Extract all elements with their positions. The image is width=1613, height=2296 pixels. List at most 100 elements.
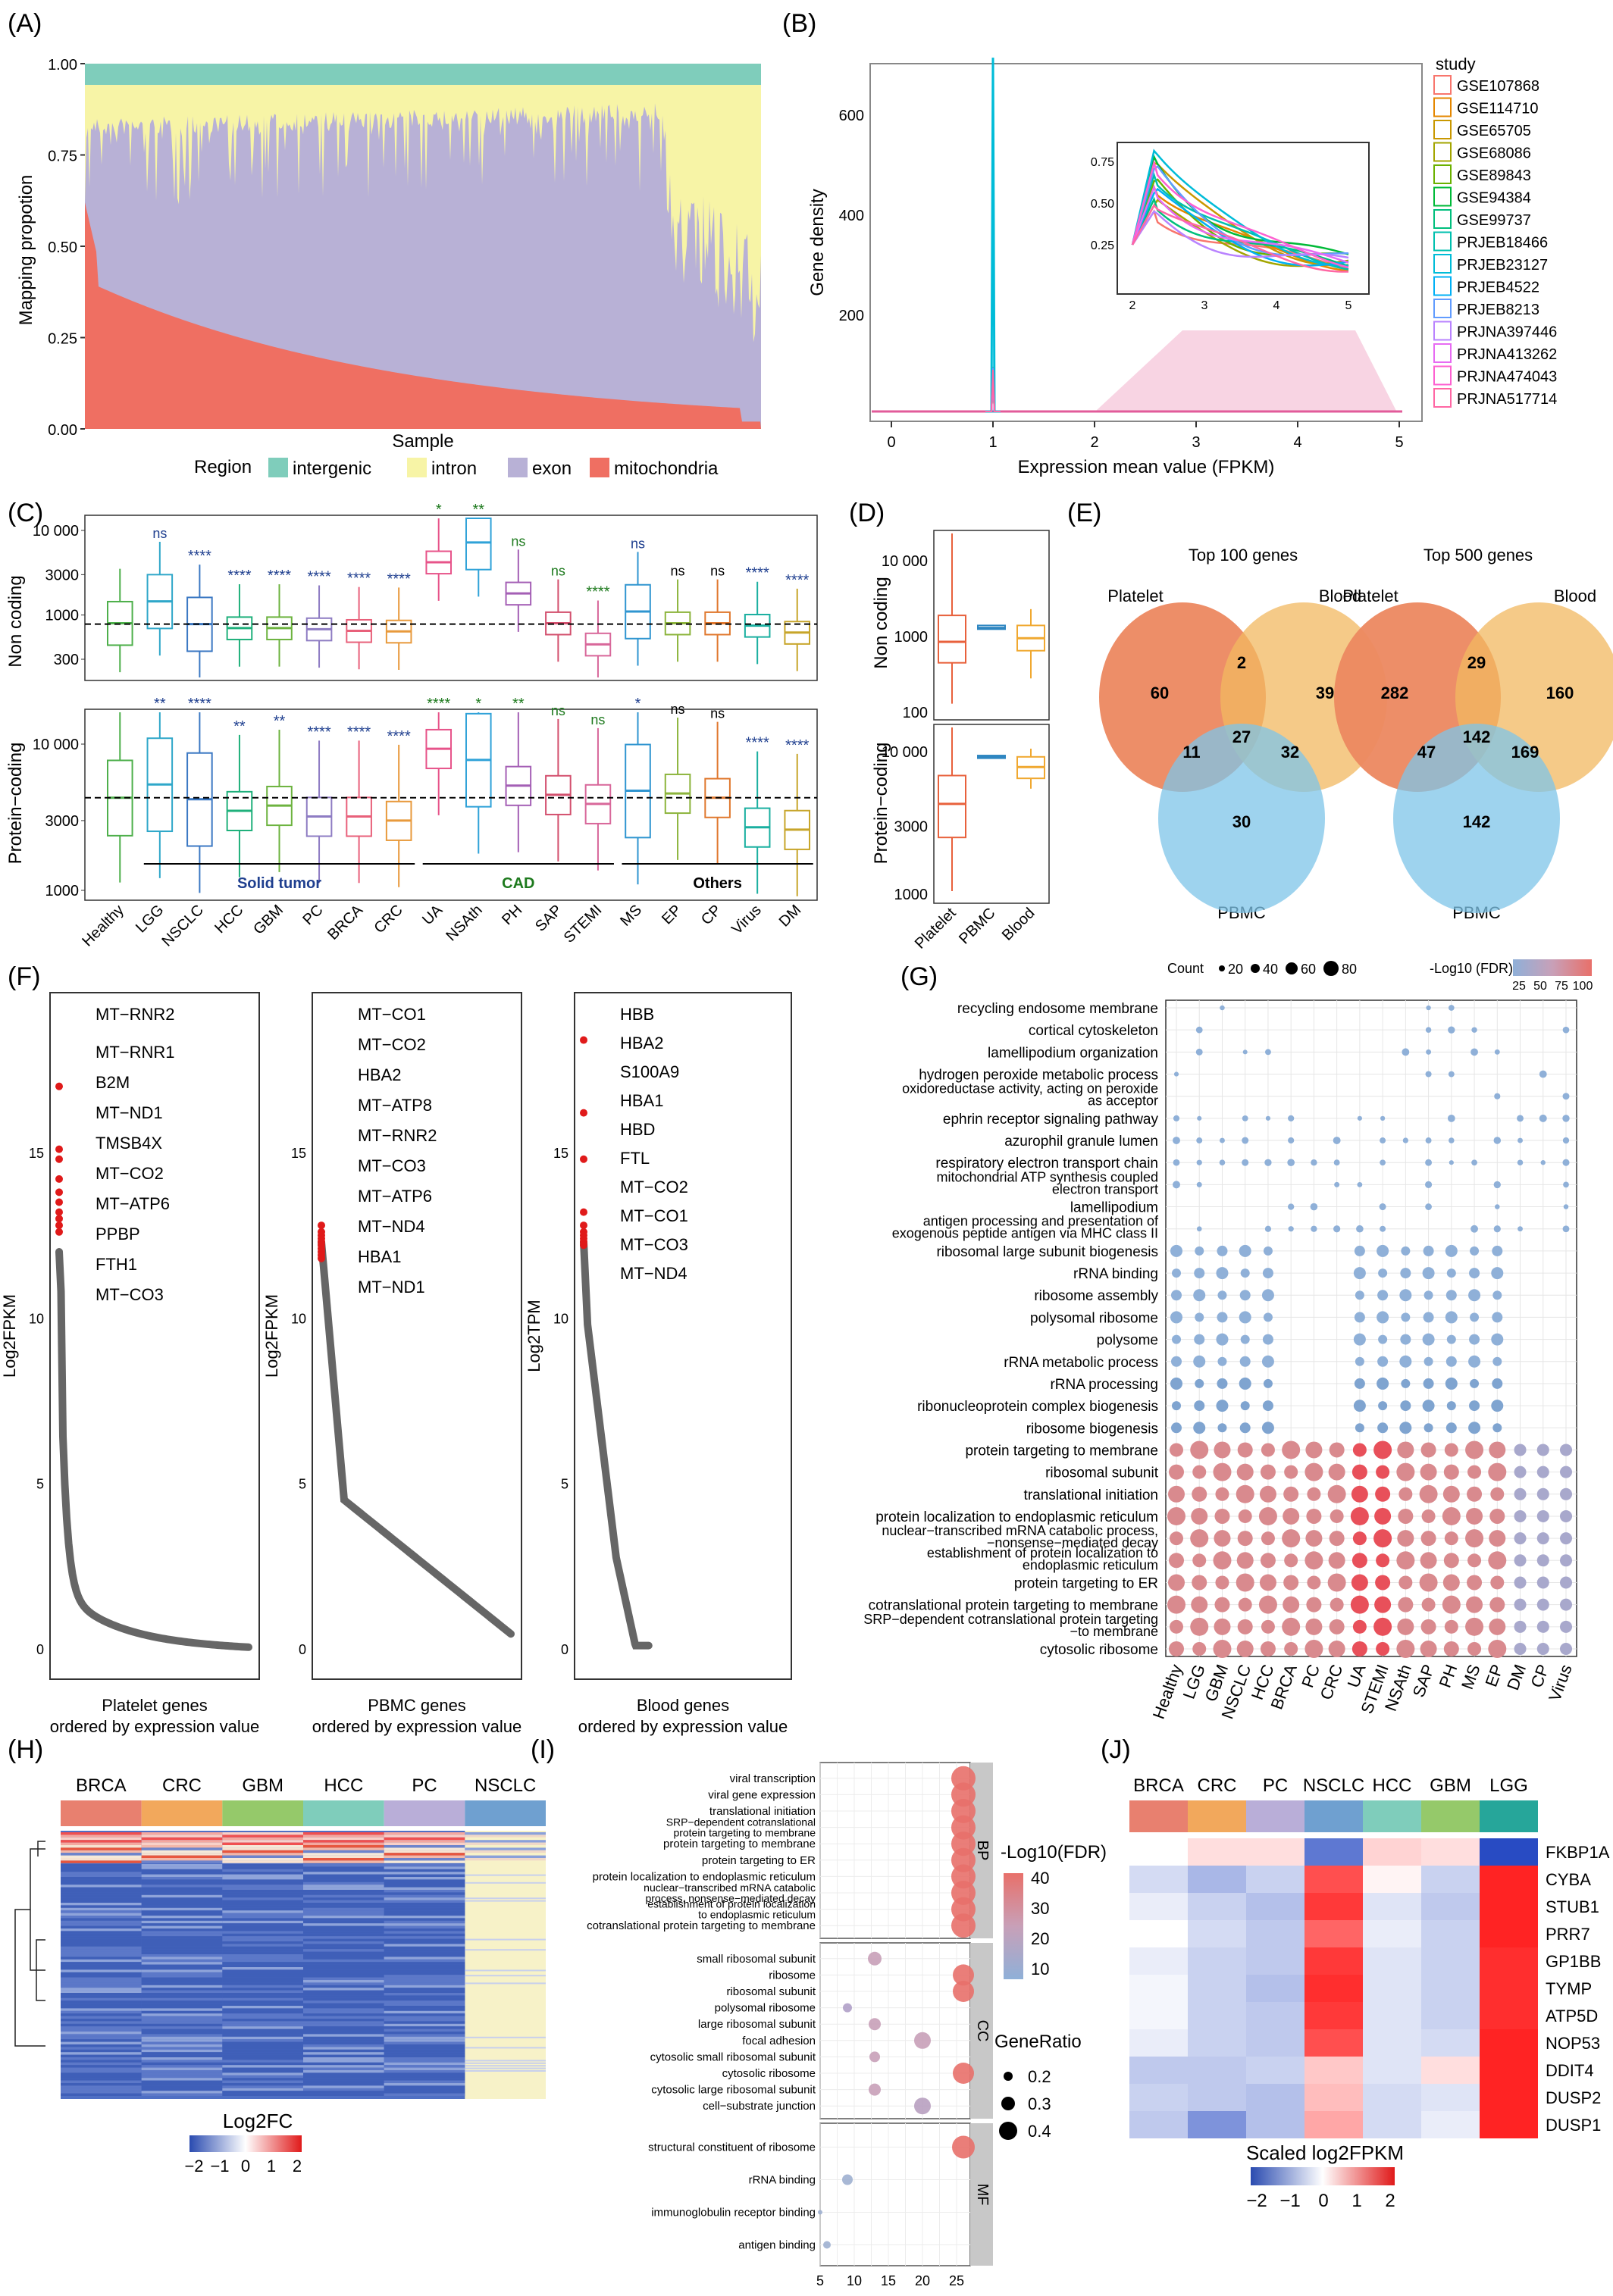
- i-dot: [953, 2063, 974, 2084]
- h-heatmap-row: [141, 1957, 223, 1960]
- g-dot: [1169, 1641, 1184, 1656]
- g-dot: [1425, 1071, 1432, 1078]
- h-heatmap-row: [141, 2016, 223, 2019]
- g-dot: [1536, 1598, 1549, 1611]
- g-dot: [1283, 1596, 1300, 1613]
- g-dot: [1263, 1246, 1273, 1256]
- j-column-annotation: [1246, 1800, 1304, 1832]
- e-region-count: 39: [1316, 683, 1334, 702]
- b-legend-label: GSE94384: [1457, 190, 1531, 207]
- h-heatmap-row: [222, 1944, 303, 1947]
- b-x-tick-label: 1: [988, 434, 997, 451]
- h-heatmap-row: [384, 1995, 465, 1998]
- g-dot: [1351, 1485, 1368, 1503]
- i-dot: [914, 2097, 931, 2115]
- g-dot: [1259, 1485, 1276, 1503]
- g-dot: [1491, 1267, 1504, 1280]
- h-heatmap-row: [465, 1938, 546, 1941]
- g-dot: [1258, 1506, 1277, 1525]
- g-dot: [1195, 1246, 1204, 1256]
- h-heatmap-row: [465, 2062, 546, 2064]
- g-term-label: ribosomal subunit: [1045, 1465, 1159, 1481]
- h-heatmap-row: [61, 1882, 142, 1885]
- f-expression-curve: [318, 1237, 515, 1638]
- b-legend-label: GSE65705: [1457, 123, 1531, 139]
- h-heatmap-row: [384, 2091, 465, 2094]
- g-fdr-tick: 50: [1533, 980, 1547, 993]
- h-heatmap-row: [384, 2060, 465, 2063]
- g-dot: [1288, 1137, 1295, 1144]
- h-heatmap-row: [465, 1842, 546, 1845]
- h-heatmap-row: [222, 1954, 303, 1957]
- h-heatmap-row: [384, 2032, 465, 2035]
- h-heatmap-row: [465, 1982, 546, 1985]
- j-heatmap-cell: [1421, 1947, 1480, 1975]
- g-dot: [1422, 1333, 1435, 1346]
- h-heatmap-row: [61, 2029, 142, 2032]
- g-dot: [1167, 1595, 1185, 1614]
- g-dot: [1539, 1070, 1547, 1078]
- i-term-label: process, nonsense−mediated decay: [645, 1892, 816, 1904]
- f-top-gene-point: [318, 1254, 325, 1262]
- g-dot: [1307, 1487, 1321, 1501]
- h-heatmap-row: [384, 2093, 465, 2096]
- j-heatmap-cell: [1363, 1838, 1421, 1866]
- h-heatmap-row: [61, 2057, 142, 2060]
- i-x-tick-label: 15: [881, 2273, 896, 2288]
- h-heatmap-row: [303, 1972, 384, 1975]
- h-heatmap-row: [384, 2041, 465, 2044]
- panel-g-dotplot: recycling endosome membrane cortical cyto…: [863, 959, 1593, 1722]
- h-column-annotation: [384, 1800, 465, 1826]
- h-heatmap-row: [384, 2039, 465, 2042]
- h-heatmap-row: [384, 2034, 465, 2037]
- h-heatmap-row: [61, 1872, 142, 1875]
- j-heatmap-cell: [1363, 1893, 1421, 1920]
- h-heatmap-row: [222, 1938, 303, 1941]
- c-significance: ****: [785, 737, 809, 754]
- panel-label-h: (H): [8, 1735, 43, 1764]
- h-heatmap-row: [384, 1988, 465, 1991]
- g-dot: [1237, 1619, 1253, 1634]
- g-dot: [1467, 1575, 1483, 1591]
- f-gene-label: MT−CO2: [358, 1035, 426, 1054]
- h-heatmap-row: [61, 2023, 142, 2027]
- panel-a-stacked-area: 0.00 0.25 0.50 0.75 1.00 Mapping propotion S…: [16, 57, 761, 479]
- f-gene-label: MT−CO1: [620, 1206, 688, 1225]
- h-heatmap-row: [141, 1964, 223, 1967]
- g-fdr-colorbar: [1513, 959, 1592, 976]
- h-heatmap-row: [61, 1959, 142, 1963]
- h-heatmap-row: [61, 1918, 142, 1921]
- g-dot: [1471, 1027, 1477, 1033]
- h-heatmap-row: [222, 1840, 303, 1843]
- g-dot: [1170, 1619, 1183, 1634]
- h-heatmap-row: [61, 2010, 142, 2014]
- f-gene-label: B2M: [96, 1073, 130, 1092]
- b-legend-label: GSE89843: [1457, 167, 1531, 184]
- h-heatmap-row: [61, 1938, 142, 1941]
- g-dot: [1448, 1026, 1455, 1034]
- g-dot: [1334, 1181, 1340, 1187]
- g-dot: [1446, 1401, 1456, 1411]
- h-heatmap-row: [61, 2054, 142, 2057]
- c-significance: ns: [631, 536, 645, 551]
- g-dot: [1424, 1290, 1433, 1300]
- g-term-label: respiratory electron transport chain: [935, 1156, 1158, 1171]
- j-heatmap-cell: [1129, 2111, 1188, 2138]
- g-dot: [1196, 1181, 1202, 1187]
- b-legend-label: PRJNA413262: [1457, 346, 1557, 363]
- c-x-tick-label: HCC: [211, 902, 246, 937]
- j-heatmap-cell: [1304, 1866, 1363, 1893]
- g-dot: [1490, 1575, 1505, 1590]
- j-heatmap-cell: [1421, 1838, 1480, 1866]
- h-heatmap-row: [141, 1860, 223, 1863]
- h-heatmap-row: [61, 1977, 142, 1980]
- f-gene-label: PPBP: [96, 1225, 140, 1243]
- j-heatmap-cell: [1188, 2084, 1246, 2111]
- h-heatmap-row: [222, 1990, 303, 1993]
- h-heatmap-row: [61, 1944, 142, 1947]
- h-heatmap-row: [141, 2034, 223, 2037]
- h-heatmap-row: [222, 1993, 303, 1996]
- c-y-tick-top: 300: [54, 652, 79, 668]
- h-heatmap-row: [384, 1977, 465, 1980]
- h-heatmap-row: [303, 1874, 384, 1877]
